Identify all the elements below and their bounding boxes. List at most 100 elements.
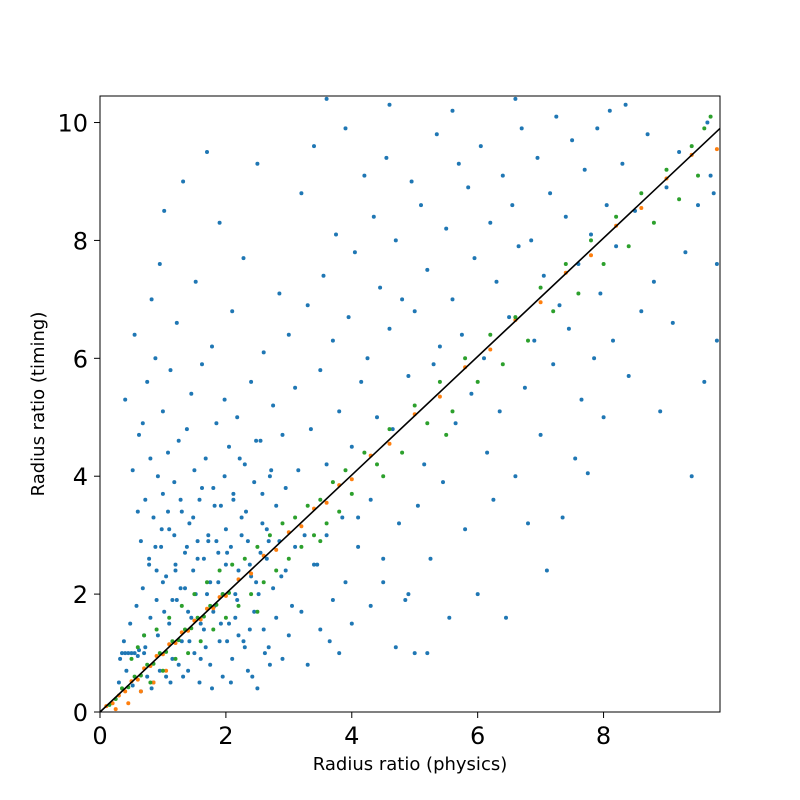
data-point bbox=[159, 527, 164, 532]
data-point bbox=[343, 580, 348, 585]
data-point bbox=[570, 138, 575, 143]
data-point bbox=[563, 262, 568, 266]
data-point bbox=[237, 456, 242, 461]
data-point bbox=[318, 627, 323, 632]
data-point bbox=[135, 645, 140, 650]
data-point bbox=[299, 191, 304, 196]
data-point bbox=[626, 244, 631, 249]
data-point bbox=[233, 592, 238, 597]
series-0 bbox=[116, 96, 719, 694]
data-point bbox=[258, 550, 263, 555]
data-point bbox=[286, 556, 291, 561]
data-point bbox=[482, 356, 486, 361]
data-point bbox=[252, 480, 257, 485]
data-point bbox=[222, 397, 227, 402]
data-point bbox=[239, 515, 244, 520]
y-axis-label: Radius ratio (timing) bbox=[28, 312, 49, 497]
data-point bbox=[299, 609, 304, 614]
data-point bbox=[368, 603, 373, 608]
data-point bbox=[166, 450, 170, 455]
data-point bbox=[160, 580, 165, 585]
data-point bbox=[266, 645, 271, 650]
data-point bbox=[191, 515, 196, 520]
data-point bbox=[302, 533, 307, 538]
data-point bbox=[205, 150, 209, 154]
data-point bbox=[397, 521, 401, 526]
data-point bbox=[116, 680, 121, 685]
x-axis-ticks: 0 2 4 6 8 bbox=[92, 712, 611, 750]
data-point bbox=[475, 379, 480, 384]
data-point bbox=[513, 315, 518, 320]
data-point bbox=[230, 562, 235, 567]
data-point bbox=[500, 362, 505, 367]
data-point bbox=[172, 533, 177, 538]
data-point bbox=[148, 680, 153, 685]
data-point bbox=[639, 191, 644, 196]
data-point bbox=[183, 586, 187, 591]
data-point bbox=[186, 668, 191, 673]
data-point bbox=[214, 539, 219, 544]
data-point bbox=[126, 701, 131, 706]
data-point bbox=[312, 533, 316, 538]
data-point bbox=[585, 471, 590, 476]
data-point bbox=[231, 497, 236, 502]
data-point bbox=[714, 338, 719, 343]
data-point bbox=[200, 362, 204, 367]
data-point bbox=[381, 556, 386, 561]
data-point bbox=[241, 639, 246, 644]
data-point bbox=[604, 203, 609, 208]
data-point bbox=[264, 527, 269, 532]
data-point bbox=[170, 598, 175, 602]
data-point bbox=[128, 621, 133, 626]
data-point bbox=[280, 432, 285, 437]
data-point bbox=[162, 208, 167, 213]
data-point bbox=[135, 677, 140, 682]
data-point bbox=[157, 668, 162, 673]
data-point bbox=[245, 668, 250, 673]
y-tick-label: 10 bbox=[57, 110, 88, 138]
data-point bbox=[456, 161, 461, 166]
data-point bbox=[705, 120, 710, 125]
data-point bbox=[453, 421, 458, 426]
data-point bbox=[488, 332, 493, 337]
data-point bbox=[305, 303, 310, 308]
data-point bbox=[220, 674, 225, 679]
data-point bbox=[299, 524, 304, 529]
data-point bbox=[513, 96, 518, 101]
data-point bbox=[201, 556, 206, 561]
data-point bbox=[210, 344, 214, 349]
data-point bbox=[167, 621, 172, 626]
data-point bbox=[620, 161, 625, 166]
data-point bbox=[203, 645, 208, 650]
data-point bbox=[645, 132, 650, 137]
data-point bbox=[321, 273, 326, 278]
data-point bbox=[142, 633, 147, 638]
data-point bbox=[614, 214, 619, 219]
data-point bbox=[689, 144, 694, 149]
data-point bbox=[324, 500, 329, 505]
data-point bbox=[437, 344, 442, 349]
data-point bbox=[178, 586, 183, 591]
data-point bbox=[261, 580, 266, 585]
data-point bbox=[179, 509, 184, 514]
data-point bbox=[197, 680, 202, 685]
y-tick-label: 0 bbox=[73, 699, 88, 727]
data-point bbox=[174, 320, 179, 325]
data-point bbox=[437, 379, 442, 384]
data-point bbox=[384, 155, 389, 160]
data-point bbox=[262, 651, 267, 656]
data-point bbox=[145, 379, 150, 384]
data-point bbox=[463, 527, 468, 532]
data-point bbox=[113, 707, 118, 712]
x-axis-label: Radius ratio (physics) bbox=[313, 754, 507, 775]
data-point bbox=[359, 379, 364, 384]
data-point bbox=[266, 539, 271, 544]
data-point bbox=[256, 592, 261, 597]
data-point bbox=[222, 474, 227, 479]
data-point bbox=[235, 598, 240, 602]
data-point bbox=[200, 486, 204, 490]
data-point bbox=[437, 394, 442, 399]
data-point bbox=[330, 480, 335, 485]
data-point bbox=[249, 571, 254, 576]
